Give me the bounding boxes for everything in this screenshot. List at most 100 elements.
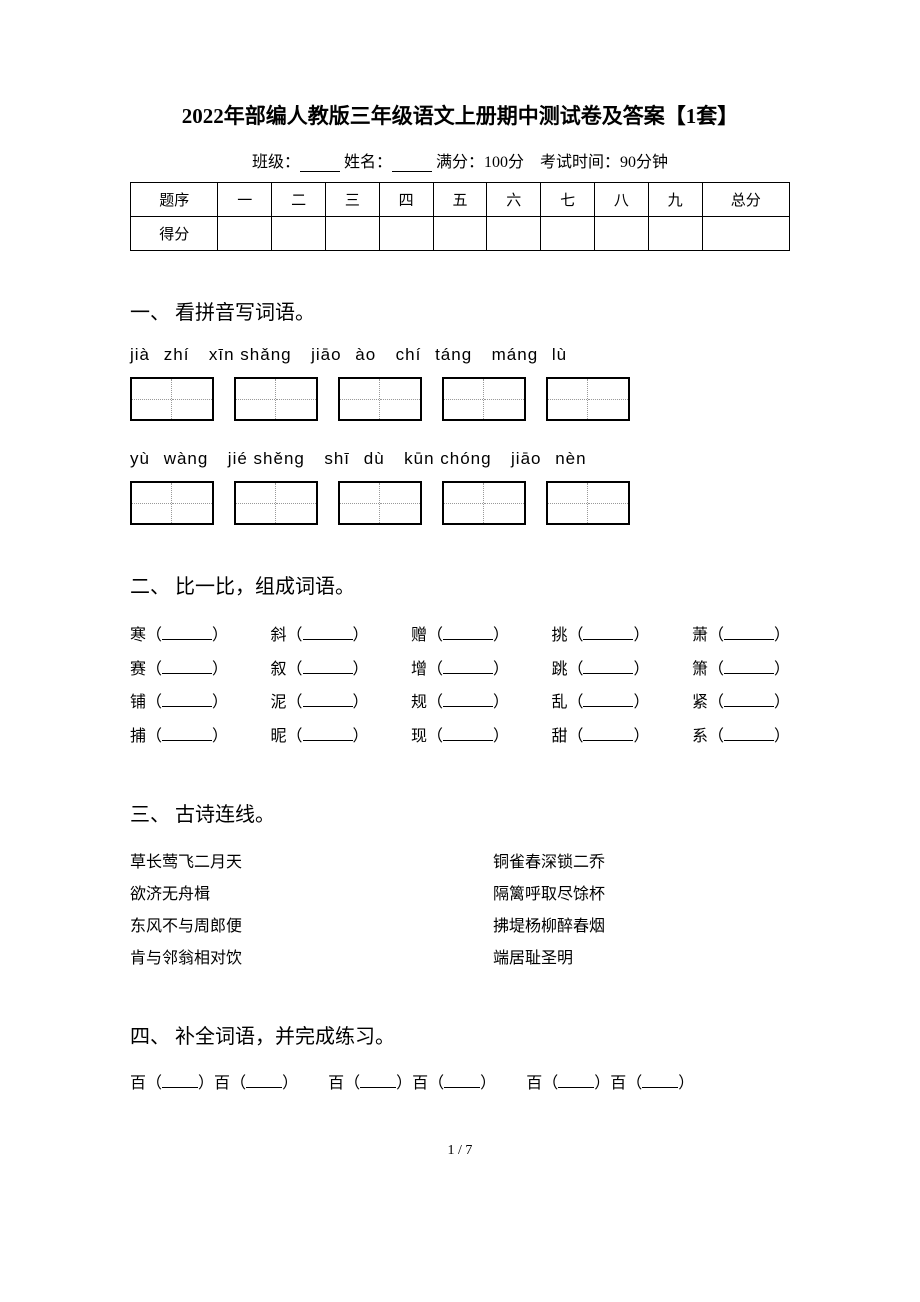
char-boxes-row-1	[130, 377, 790, 421]
name-label: 姓名：	[344, 154, 392, 171]
compare-blank[interactable]	[724, 673, 774, 674]
pinyin: máng	[492, 345, 539, 364]
compare-blank[interactable]	[583, 673, 633, 674]
poem-row: 欲济无舟楫 隔篱呼取尽馀杯	[130, 879, 790, 911]
idiom-item: 百（）百（）	[130, 1069, 298, 1093]
score-cell[interactable]	[325, 217, 379, 251]
col-3: 三	[325, 183, 379, 217]
pinyin: lù	[552, 345, 567, 364]
poem-right: 铜雀春深锁二乔	[493, 847, 790, 879]
compare-item: 捕（）	[130, 720, 228, 754]
idiom-char: 百	[412, 1075, 428, 1092]
char-boxes-row-2	[130, 481, 790, 525]
compare-item: 泥（）	[270, 686, 368, 720]
class-blank[interactable]	[300, 171, 340, 172]
idiom-char: 百	[610, 1075, 626, 1092]
pinyin: jiāo	[511, 449, 541, 468]
compare-blank[interactable]	[583, 740, 633, 741]
page-number: 1 / 7	[130, 1143, 790, 1159]
compare-item: 寒（）	[130, 619, 228, 653]
compare-line: 寒（）斜（）赠（）挑（）萧（）	[130, 619, 790, 653]
compare-blank[interactable]	[724, 639, 774, 640]
compare-blank[interactable]	[303, 706, 353, 707]
idiom-blank[interactable]	[360, 1087, 396, 1088]
pinyin: chí	[396, 345, 422, 364]
compare-blank[interactable]	[583, 706, 633, 707]
idiom-blank[interactable]	[162, 1087, 198, 1088]
compare-blank[interactable]	[443, 673, 493, 674]
compare-item: 箫（）	[692, 653, 790, 687]
pinyin: nèn	[555, 449, 586, 468]
compare-blank[interactable]	[443, 740, 493, 741]
score-cell[interactable]	[702, 217, 789, 251]
compare-blank[interactable]	[724, 740, 774, 741]
compare-item: 紧（）	[692, 686, 790, 720]
pinyin: ào	[355, 345, 376, 364]
col-7: 七	[541, 183, 595, 217]
compare-blank[interactable]	[443, 706, 493, 707]
score-cell[interactable]	[272, 217, 326, 251]
compare-blank[interactable]	[162, 706, 212, 707]
compare-line: 捕（）昵（）现（）甜（）系（）	[130, 720, 790, 754]
compare-item: 昵（）	[270, 720, 368, 754]
poem-left: 欲济无舟楫	[130, 879, 427, 911]
score-cell[interactable]	[594, 217, 648, 251]
compare-blank[interactable]	[162, 740, 212, 741]
compare-blank[interactable]	[162, 639, 212, 640]
score-cell[interactable]	[379, 217, 433, 251]
compare-line: 赛（）叙（）增（）跳（）箫（）	[130, 653, 790, 687]
table-score-row: 得分	[131, 217, 790, 251]
compare-item: 系（）	[692, 720, 790, 754]
compare-item: 铺（）	[130, 686, 228, 720]
idiom-item: 百（）百（）	[526, 1069, 694, 1093]
char-box[interactable]	[130, 481, 214, 525]
class-label: 班级：	[252, 154, 300, 171]
poem-row: 东风不与周郎便 拂堤杨柳醉春烟	[130, 911, 790, 943]
section-3-heading: 三、 古诗连线。	[130, 798, 790, 827]
score-cell[interactable]	[648, 217, 702, 251]
col-4: 四	[379, 183, 433, 217]
poem-left: 草长莺飞二月天	[130, 847, 427, 879]
compare-blank[interactable]	[583, 639, 633, 640]
section-2-heading: 二、 比一比，组成词语。	[130, 570, 790, 599]
pinyin-row-2: yù wàng jié shěng shī dù kūn chóng jiāo …	[130, 449, 790, 469]
compare-blank[interactable]	[303, 639, 353, 640]
score-cell[interactable]	[487, 217, 541, 251]
idiom-char: 百	[214, 1075, 230, 1092]
char-box[interactable]	[546, 377, 630, 421]
poem-right: 隔篱呼取尽馀杯	[493, 879, 790, 911]
section-1-heading: 一、 看拼音写词语。	[130, 296, 790, 325]
compare-blank[interactable]	[443, 639, 493, 640]
idiom-char: 百	[328, 1075, 344, 1092]
idiom-blank[interactable]	[444, 1087, 480, 1088]
pinyin: kūn chóng	[404, 449, 491, 468]
char-box[interactable]	[338, 481, 422, 525]
idiom-blank[interactable]	[246, 1087, 282, 1088]
compare-blank[interactable]	[724, 706, 774, 707]
char-box[interactable]	[130, 377, 214, 421]
score-cell[interactable]	[218, 217, 272, 251]
col-tixu: 题序	[131, 183, 218, 217]
compare-blank[interactable]	[162, 673, 212, 674]
poem-row: 肯与邻翁相对饮端居耻圣明	[130, 943, 790, 975]
score-cell[interactable]	[541, 217, 595, 251]
compare-blank[interactable]	[303, 740, 353, 741]
char-box[interactable]	[442, 377, 526, 421]
poem-left: 东风不与周郎便	[130, 911, 427, 943]
char-box[interactable]	[234, 377, 318, 421]
idiom-blank[interactable]	[558, 1087, 594, 1088]
col-5: 五	[433, 183, 487, 217]
idiom-blank[interactable]	[642, 1087, 678, 1088]
char-box[interactable]	[546, 481, 630, 525]
char-box[interactable]	[234, 481, 318, 525]
compare-blank[interactable]	[303, 673, 353, 674]
pinyin: dù	[364, 449, 385, 468]
fullscore-label: 满分：100分	[436, 154, 524, 171]
score-cell[interactable]	[433, 217, 487, 251]
char-box[interactable]	[338, 377, 422, 421]
name-blank[interactable]	[392, 171, 432, 172]
idiom-line: 百（）百（） 百（）百（） 百（）百（）	[130, 1069, 790, 1093]
poem-right: 拂堤杨柳醉春烟	[493, 911, 790, 943]
char-box[interactable]	[442, 481, 526, 525]
pinyin: jià	[130, 345, 150, 364]
